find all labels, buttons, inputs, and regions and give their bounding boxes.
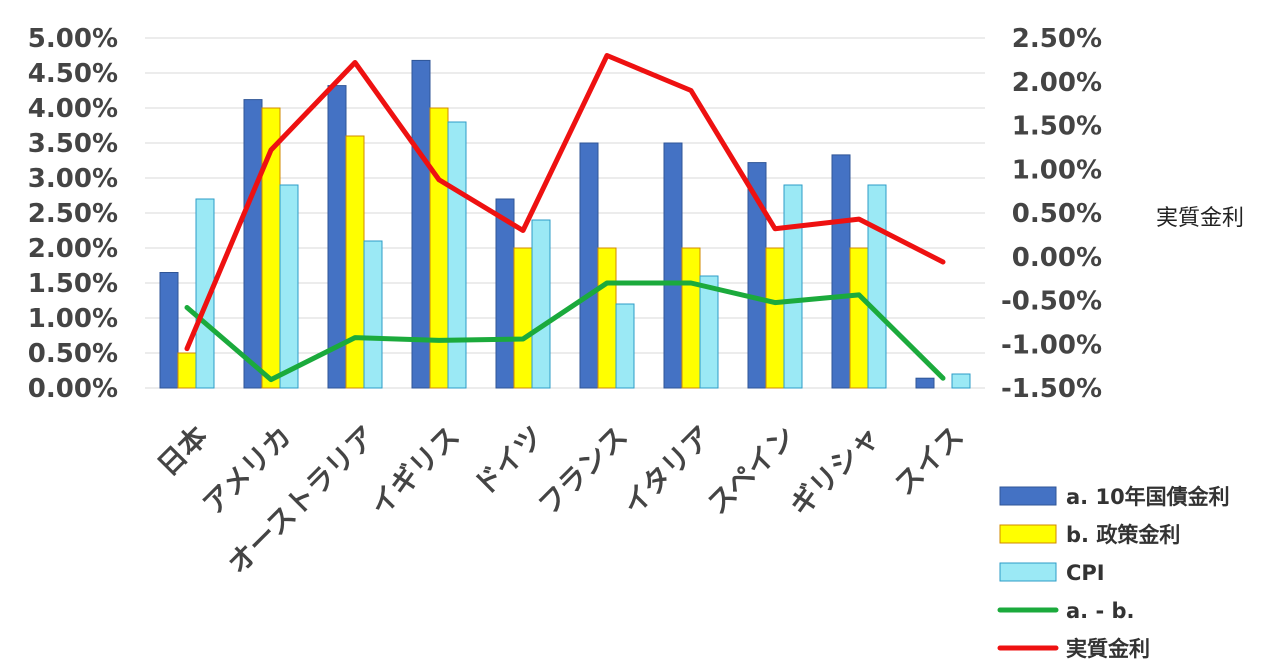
category-label: ギリシャ — [783, 420, 886, 523]
bar — [363, 240, 383, 389]
right-axis-tick-label: 0.50% — [1012, 199, 1102, 229]
series-line — [184, 280, 946, 383]
category-label: イタリア — [616, 420, 718, 522]
left-axis-tick-label: 0.50% — [28, 339, 118, 369]
left-axis-tick-label: 4.00% — [28, 94, 118, 124]
left-axis-tick-label: 2.00% — [28, 234, 118, 264]
bar — [447, 121, 467, 389]
left-axis-tick-label: 0.00% — [28, 374, 118, 404]
legend-label: a. 10年国債金利 — [1066, 485, 1230, 509]
left-axis-tick-label: 2.50% — [28, 199, 118, 229]
right-axis-title: 実質金利 — [1156, 206, 1244, 231]
left-axis-tick-label: 1.50% — [28, 269, 118, 299]
bar — [429, 107, 449, 389]
right-axis-ticks: -1.50% -1.00% -0.50% 0.00% 0.50% 1.00% 1.50% 2.… — [1001, 24, 1102, 404]
category-label: スイス — [888, 420, 970, 502]
bar — [243, 99, 263, 389]
legend-swatch — [999, 524, 1057, 544]
right-axis-tick-label: 1.00% — [1012, 155, 1102, 185]
right-axis-tick-label: -0.50% — [1001, 287, 1102, 317]
bar — [663, 142, 683, 389]
left-axis-tick-label: 5.00% — [28, 24, 118, 54]
bar — [345, 135, 365, 389]
bar — [597, 247, 617, 389]
bar — [579, 142, 599, 389]
right-axis-tick-label: -1.50% — [1001, 374, 1102, 404]
right-axis-tick-label: 0.00% — [1012, 243, 1102, 273]
bar — [681, 247, 701, 389]
bar — [495, 198, 515, 389]
left-axis-tick-label: 1.00% — [28, 304, 118, 334]
bars — [159, 59, 971, 389]
legend-label: 実質金利 — [1066, 637, 1150, 661]
bar — [699, 275, 719, 389]
category-label: スペイン — [701, 420, 802, 521]
bar — [279, 184, 299, 389]
bar — [867, 184, 887, 389]
legend-label: a. - b. — [1066, 599, 1135, 623]
bar — [177, 352, 197, 389]
left-axis-tick-label: 3.00% — [28, 164, 118, 194]
bar — [159, 272, 179, 389]
right-axis-tick-label: 1.50% — [1012, 112, 1102, 142]
bar — [831, 154, 851, 389]
legend: a. 10年国債金利 b. 政策金利 CPI a. - b. 実質金利 — [997, 485, 1230, 661]
bar — [849, 247, 869, 389]
left-axis-tick-label: 4.50% — [28, 59, 118, 89]
legend-label: CPI — [1066, 561, 1105, 585]
bar — [951, 373, 971, 389]
right-axis-tick-label: 2.50% — [1012, 24, 1102, 54]
bar — [513, 247, 533, 389]
category-label: 日本 — [151, 420, 214, 483]
bar — [195, 198, 215, 389]
bar — [765, 247, 785, 389]
series-line — [184, 53, 946, 352]
left-axis-ticks: 0.00% 0.50% 1.00% 1.50% 2.00% 2.50% 3.00% 3.50%… — [28, 24, 118, 404]
category-label: ドイツ — [467, 420, 550, 503]
category-label: フランス — [532, 420, 634, 522]
legend-swatch — [999, 486, 1057, 506]
bar — [783, 184, 803, 389]
bar — [615, 303, 635, 389]
legend-label: b. 政策金利 — [1066, 523, 1180, 547]
right-axis-tick-label: -1.00% — [1001, 330, 1102, 360]
right-axis-tick-label: 2.00% — [1012, 68, 1102, 98]
bar — [531, 219, 551, 389]
category-label: オーストラリア — [221, 420, 382, 581]
bar — [915, 377, 935, 389]
left-axis-tick-label: 3.50% — [28, 129, 118, 159]
lines — [184, 53, 946, 383]
legend-swatch — [999, 562, 1057, 582]
category-label: イギリス — [363, 420, 466, 523]
